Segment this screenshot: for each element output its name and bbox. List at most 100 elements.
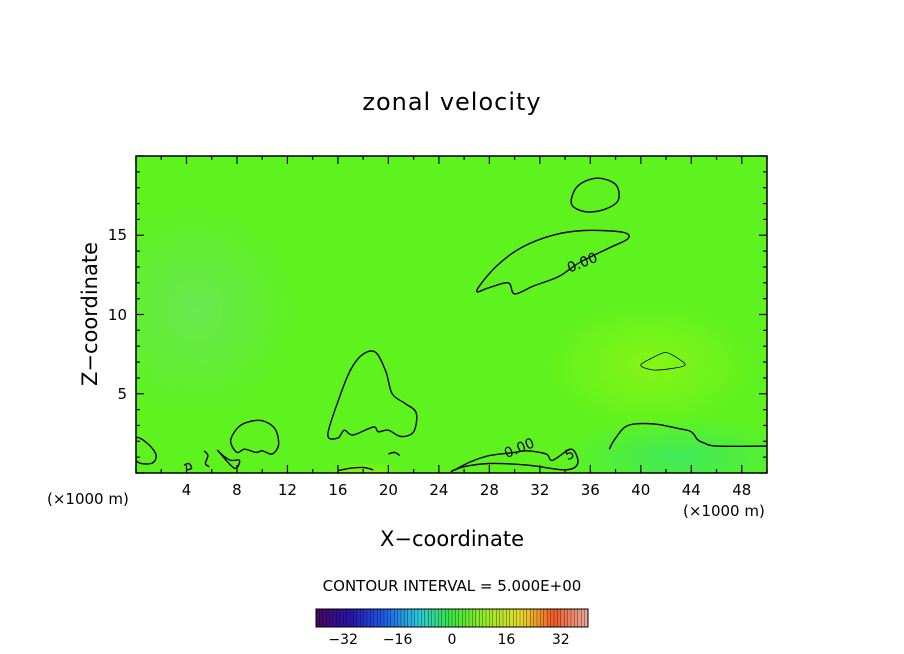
- colorbar-bin: [536, 608, 541, 628]
- colorbar-bin: [434, 608, 439, 628]
- colorbar-tick-label: 32: [551, 632, 570, 648]
- colorbar-bin: [407, 608, 412, 628]
- colorbar-bin: [560, 608, 565, 628]
- x-axis-label: X−coordinate: [380, 527, 524, 551]
- colorbar-bin: [502, 608, 507, 628]
- colorbar-bin: [353, 608, 358, 628]
- colorbar-bin: [448, 608, 453, 628]
- colorbar-bin: [346, 608, 351, 628]
- contour-line: [216, 449, 241, 470]
- colorbar-bin: [394, 608, 398, 628]
- contour-line: [608, 422, 767, 450]
- colorbar-bin: [326, 608, 330, 628]
- colorbar-bin: [557, 608, 562, 628]
- colorbar-bin: [577, 608, 582, 628]
- colorbar-bin: [489, 608, 494, 628]
- colorbar-tick-label: −32: [328, 632, 358, 648]
- y-axis-label: Z−coordinate: [78, 242, 102, 386]
- colorbar-bin: [431, 608, 436, 628]
- positive-region: [540, 300, 760, 430]
- y-tick-label: 15: [107, 226, 127, 245]
- contour-line: [570, 177, 620, 213]
- colorbar-bin: [424, 608, 429, 628]
- colorbar-bin: [519, 608, 524, 628]
- contour-line: [229, 419, 280, 455]
- y-tick-label: 5: [117, 384, 127, 403]
- colorbar-bin: [516, 608, 521, 628]
- colorbar-tick-label: −16: [382, 632, 413, 648]
- colorbar-bin: [400, 608, 405, 628]
- weak-negative-region: [136, 200, 300, 420]
- colorbar-bin: [360, 608, 364, 628]
- near-surface-negative-region: [560, 418, 767, 473]
- colorbar-bin: [455, 608, 460, 628]
- contour-lines: [136, 177, 767, 473]
- colorbar: [315, 608, 589, 628]
- colorbar-bin: [468, 608, 473, 628]
- colorbar-bin: [343, 608, 347, 628]
- colorbar-bin: [349, 608, 354, 628]
- colorbar-bin: [564, 608, 568, 628]
- colorbar-bin: [523, 608, 528, 628]
- colorbar-bin: [540, 608, 545, 628]
- colorbar-bin: [475, 608, 480, 628]
- colorbar-bin: [411, 608, 415, 628]
- x-tick-label: 28: [479, 481, 499, 499]
- colorbar-bin: [543, 608, 548, 628]
- field-shading: [136, 200, 767, 473]
- x-tick-label: 24: [429, 481, 449, 499]
- colorbar-bin: [414, 608, 419, 628]
- colorbar-bin: [366, 608, 371, 628]
- colorbar-bin: [482, 608, 487, 628]
- colorbar-bin: [363, 608, 368, 628]
- colorbar-bin: [332, 608, 337, 628]
- colorbar-bin: [445, 608, 449, 628]
- colorbar-bin: [370, 608, 375, 628]
- colorbar-bin: [421, 608, 426, 628]
- colorbar-bin: [373, 608, 378, 628]
- colorbar-bin: [526, 608, 531, 628]
- colorbar-bin: [397, 608, 402, 628]
- colorbar-bin: [485, 608, 490, 628]
- colorbar-bin: [383, 608, 388, 628]
- x-tick-label: 20: [378, 481, 398, 499]
- x-tick-label: 44: [681, 481, 701, 499]
- x-unit-right: (×1000 m): [683, 502, 765, 520]
- colorbar-bin: [574, 608, 579, 628]
- colorbar-bin: [322, 608, 327, 628]
- contour-line: [450, 448, 579, 473]
- colorbar-bin: [506, 608, 511, 628]
- contour-line: [136, 436, 157, 465]
- colorbar-bin: [380, 608, 385, 628]
- contour-interval-text: CONTOUR INTERVAL = 5.000E+00: [322, 577, 582, 595]
- colorbar-bin: [581, 608, 585, 628]
- colorbar-bin: [315, 608, 320, 628]
- x-tick-label: 8: [232, 481, 242, 499]
- colorbar-bin: [428, 608, 432, 628]
- contour-line: [327, 350, 418, 440]
- colorbar-bin: [509, 608, 514, 628]
- colorbar-bin: [479, 608, 483, 628]
- colorbar-bin: [513, 608, 517, 628]
- colorbar-bin: [465, 608, 470, 628]
- colorbar-bin: [319, 608, 324, 628]
- colorbar-bin: [550, 608, 555, 628]
- near-surface-positive-region: [325, 462, 405, 473]
- colorbar-bin: [472, 608, 477, 628]
- axis-ticks: [135, 155, 768, 474]
- colorbar-bin: [530, 608, 534, 628]
- contour-line: [475, 229, 630, 295]
- colorbar-bin: [499, 608, 504, 628]
- colorbar-tick-label: 0: [447, 632, 457, 648]
- colorbar-bin: [390, 608, 395, 628]
- x-tick-label: 48: [732, 481, 752, 499]
- colorbar-bin: [339, 608, 344, 628]
- colorbar-bin: [451, 608, 456, 628]
- colorbar-bin: [492, 608, 497, 628]
- colorbar-bin: [570, 608, 575, 628]
- chart-title: zonal velocity: [362, 88, 542, 116]
- x-tick-label: 12: [277, 481, 297, 499]
- contour-line: [388, 451, 401, 457]
- colorbar-bin: [462, 608, 466, 628]
